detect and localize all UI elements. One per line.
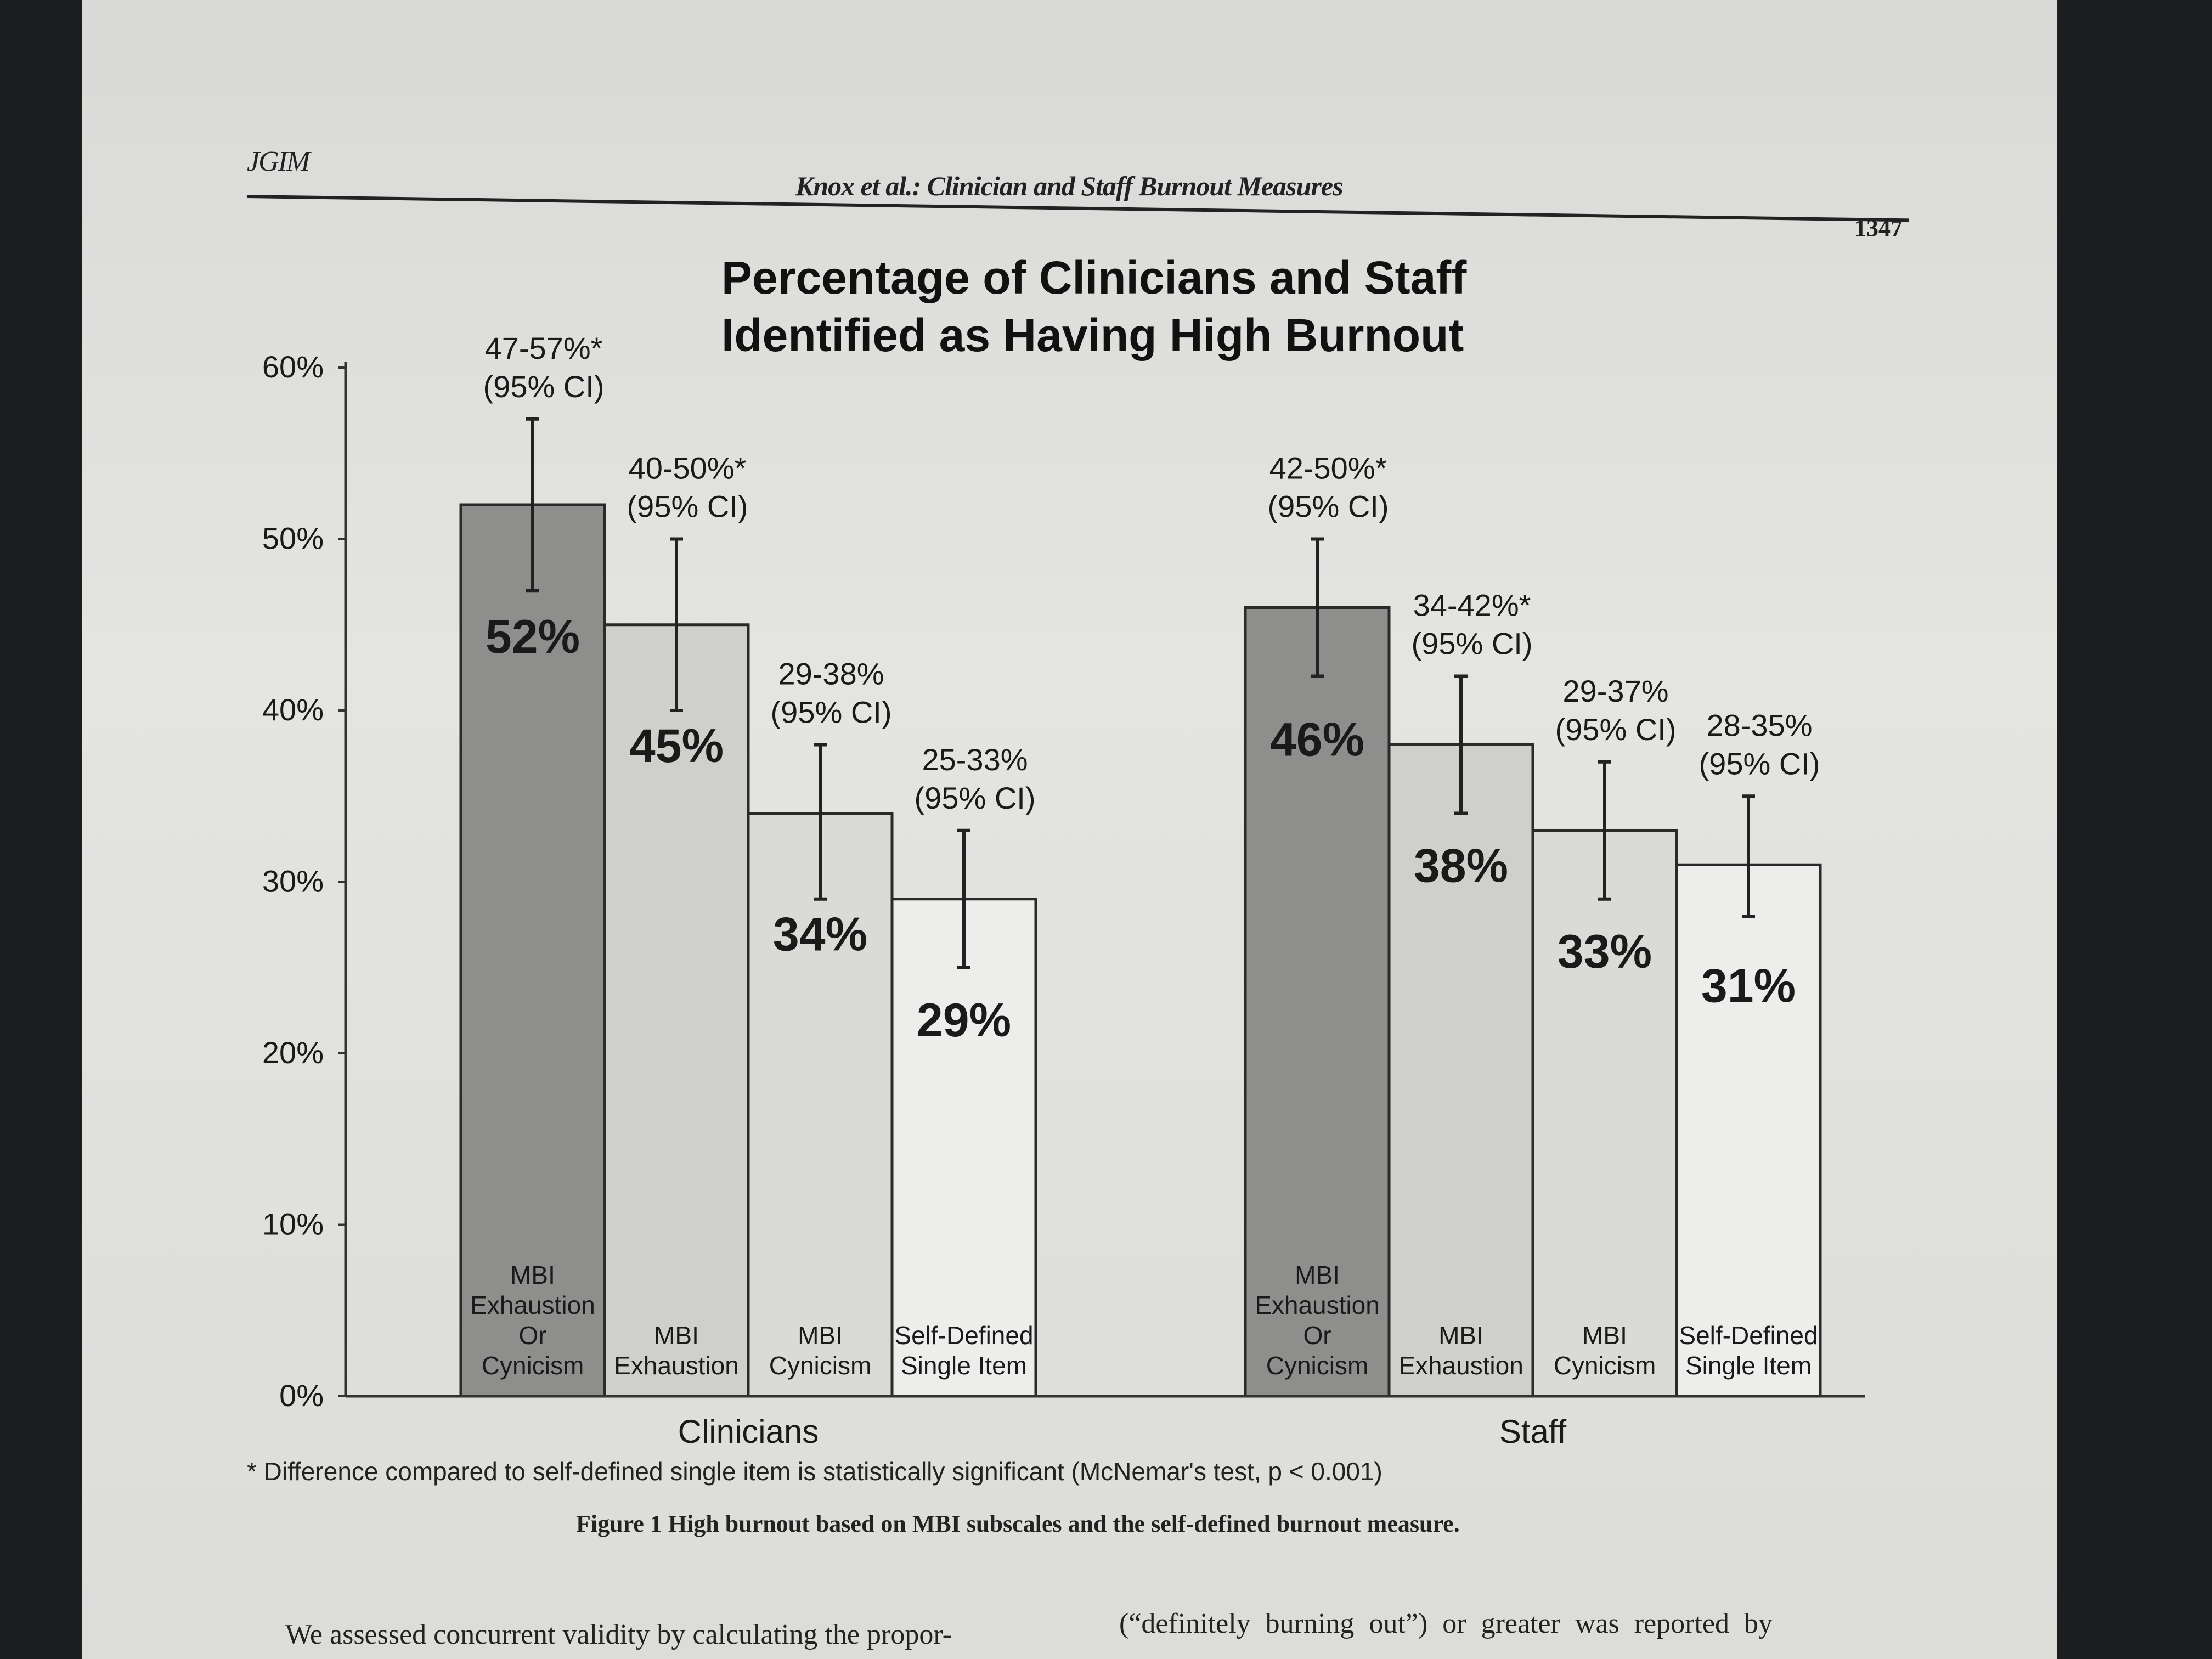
bar: [1675, 863, 1822, 1398]
bar-category-label: Self-Defined: [894, 1321, 1033, 1350]
bar-category-label: Single Item: [1685, 1351, 1812, 1380]
group-label: Staff: [1499, 1413, 1567, 1450]
y-tick-label: 50%: [262, 521, 324, 556]
bar-category-label: MBI: [1438, 1321, 1483, 1350]
ci-level-label: (95% CI): [1412, 627, 1533, 661]
ci-level-label: (95% CI): [771, 695, 892, 730]
bar-value-label: 38%: [1414, 840, 1508, 893]
chart-title-line-2: Identified as Having High Burnout: [721, 309, 1464, 361]
bar-category-label: Exhaustion: [1398, 1351, 1523, 1380]
chart-title-line-1: Percentage of Clinicians and Staff: [721, 252, 1467, 303]
y-tick-label: 60%: [262, 349, 324, 384]
ci-level-label: (95% CI): [915, 781, 1036, 815]
bar-category-label: Or: [518, 1321, 546, 1350]
running-title: Knox et al.: Clinician and Staff Burnout…: [795, 171, 1344, 201]
bar-value-label: 29%: [917, 994, 1011, 1047]
ci-range-label: 29-37%: [1562, 674, 1668, 708]
ci-range-label: 29-38%: [778, 657, 884, 691]
ci-range-label: 34-42%*: [1413, 588, 1531, 623]
y-tick-label: 0%: [279, 1378, 324, 1413]
bar-category-label: MBI: [1582, 1321, 1627, 1350]
y-tick-label: 30%: [262, 864, 324, 899]
bar: [459, 503, 606, 1398]
burnout-bar-chart: Percentage of Clinicians and Staff Ident…: [262, 252, 1865, 1450]
bar: [1244, 606, 1391, 1398]
journal-abbreviation: JGIM: [247, 146, 310, 177]
ci-range-label: 42-50%*: [1269, 451, 1387, 486]
bar-category-label: Cynicism: [482, 1351, 584, 1380]
ci-level-label: (95% CI): [1555, 712, 1677, 747]
ci-level-label: (95% CI): [1268, 489, 1389, 524]
bar-category-label: Exhaustion: [614, 1351, 739, 1380]
bar-category-label: Or: [1303, 1321, 1331, 1350]
bar-value-label: 34%: [773, 909, 867, 961]
bar-category-label: Exhaustion: [470, 1291, 595, 1319]
figure-caption: Figure 1 High burnout based on MBI subsc…: [576, 1510, 1460, 1537]
bar-category-label: MBI: [798, 1321, 843, 1350]
body-text-left: We assessed concurrent validity by calcu…: [285, 1619, 952, 1650]
bar-category-label: MBI: [654, 1321, 699, 1350]
significance-footnote: * Difference compared to self-defined si…: [247, 1457, 1383, 1486]
y-tick-label: 40%: [262, 692, 324, 727]
bar-category-label: Cynicism: [1554, 1351, 1656, 1380]
bar-category-label: Cynicism: [1266, 1351, 1369, 1380]
ci-range-label: 25-33%: [922, 742, 1028, 777]
bar: [1531, 829, 1678, 1398]
bar-category-label: Single Item: [901, 1351, 1027, 1380]
body-text-right: (“definitely burning out”) or greater wa…: [1119, 1608, 1773, 1639]
bar-category-label: MBI: [510, 1261, 555, 1289]
ci-level-label: (95% CI): [483, 369, 605, 404]
bar-category-label: Exhaustion: [1255, 1291, 1380, 1319]
bar-category-label: MBI: [1295, 1261, 1340, 1289]
bar: [747, 812, 894, 1398]
ci-level-label: (95% CI): [627, 489, 748, 524]
ci-range-label: 28-35%: [1706, 708, 1812, 742]
bar-value-label: 33%: [1558, 926, 1652, 978]
bar-value-label: 45%: [629, 720, 724, 772]
bar-value-label: 52%: [486, 611, 580, 663]
bar-value-label: 46%: [1270, 714, 1364, 766]
bar-category-label: Cynicism: [769, 1351, 872, 1380]
bar: [603, 623, 750, 1398]
document-page: JGIM Knox et al.: Clinician and Staff Bu…: [82, 0, 2057, 1659]
bar-value-label: 31%: [1701, 960, 1796, 1012]
ci-range-label: 40-50%*: [629, 451, 747, 486]
y-tick-label: 20%: [262, 1035, 324, 1070]
bar-category-label: Self-Defined: [1679, 1321, 1818, 1350]
y-tick-label: 10%: [262, 1207, 324, 1242]
bar: [1387, 743, 1534, 1398]
group-label: Clinicians: [678, 1413, 819, 1450]
ci-range-label: 47-57%*: [485, 331, 603, 365]
ci-level-label: (95% CI): [1699, 746, 1820, 781]
